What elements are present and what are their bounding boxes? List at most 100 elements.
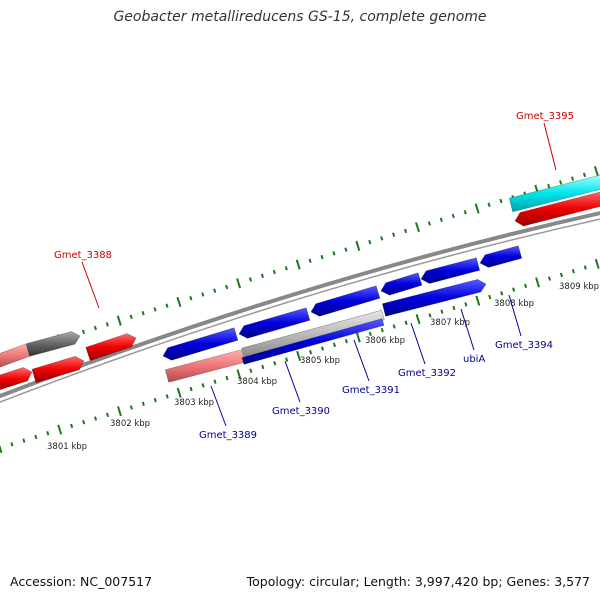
scale-tick-top xyxy=(176,296,182,308)
scale-tick-bottom xyxy=(10,442,14,447)
scale-label: 3802 kbp xyxy=(110,419,150,429)
scale-label: 3808 kbp xyxy=(494,299,534,309)
gene-block-blue xyxy=(310,285,381,317)
scale-tick-bottom xyxy=(236,369,242,380)
scale-tick-bottom xyxy=(249,368,253,373)
scale-tick-bottom xyxy=(571,269,575,274)
scale-tick-bottom xyxy=(213,379,217,384)
scale-label: 3807 kbp xyxy=(430,318,470,328)
scale-tick-top xyxy=(439,217,443,222)
scale-tick-top xyxy=(368,239,372,245)
scale-label: 3801 kbp xyxy=(47,442,87,452)
scale-tick-top xyxy=(284,266,288,271)
scale-tick-top xyxy=(201,292,205,297)
scale-tick-bottom xyxy=(70,423,74,429)
gene-leader-line xyxy=(410,322,426,365)
scale-tick-top xyxy=(225,284,229,290)
scale-tick-top xyxy=(404,228,408,234)
gene-label: Gmet_3394 xyxy=(495,340,553,351)
scale-tick-top xyxy=(189,295,193,301)
accession-text: Accession: NC_007517 xyxy=(10,574,153,589)
scale-tick-bottom xyxy=(535,277,540,288)
scale-tick-top xyxy=(474,203,480,214)
scale-tick-bottom xyxy=(57,424,63,435)
scale-tick-bottom xyxy=(428,313,432,318)
gene-block-blue xyxy=(162,327,239,361)
scale-tick-bottom xyxy=(225,375,229,381)
scale-tick-top xyxy=(93,325,97,331)
scale-tick-bottom xyxy=(82,420,86,425)
scale-tick-top xyxy=(332,251,336,256)
scale-tick-top xyxy=(392,232,396,237)
gene-leader-line xyxy=(460,308,475,351)
scale-tick-bottom xyxy=(583,265,587,270)
scale-label: 3805 kbp xyxy=(300,356,340,366)
scale-tick-bottom xyxy=(141,401,145,407)
gene-block-lightred xyxy=(0,343,31,368)
scale-tick-bottom xyxy=(355,332,361,343)
gene-block-blue xyxy=(238,307,311,339)
scale-tick-bottom xyxy=(34,434,38,440)
scale-tick-top xyxy=(427,221,431,226)
scale-tick-top xyxy=(570,176,575,181)
gene-block-blue xyxy=(420,257,481,284)
gene-label: Gmet_3388 xyxy=(54,250,112,261)
scale-tick-top xyxy=(260,273,264,278)
scale-tick-top xyxy=(213,288,217,293)
scale-tick-bottom xyxy=(117,406,122,417)
scale-tick-top xyxy=(415,222,420,233)
scale-tick-top xyxy=(308,258,312,264)
scale-tick-bottom xyxy=(464,302,468,307)
scale-label: 3809 kbp xyxy=(559,282,599,292)
scale-tick-bottom xyxy=(392,324,396,329)
gene-label: Gmet_3390 xyxy=(272,406,330,417)
gene-label: Gmet_3391 xyxy=(342,385,400,396)
gene-leader-line xyxy=(543,122,557,171)
gene-leader-line xyxy=(353,339,370,382)
scale-tick-top xyxy=(141,310,145,316)
scale-tick-bottom xyxy=(261,364,265,370)
scale-tick-top xyxy=(153,307,157,312)
scale-tick-top xyxy=(320,254,324,260)
scale-label: 3804 kbp xyxy=(237,377,277,387)
scale-tick-bottom xyxy=(368,331,372,337)
scale-tick-bottom xyxy=(309,350,313,355)
gene-leader-line xyxy=(210,385,227,427)
scale-tick-top xyxy=(344,247,348,252)
gene-block-cyan xyxy=(508,174,600,213)
gene-leader-line xyxy=(508,294,522,337)
gene-block-red xyxy=(85,333,137,362)
scale-tick-top xyxy=(272,269,276,275)
scale-tick-top xyxy=(380,236,384,241)
scale-tick-bottom xyxy=(165,394,169,399)
scale-tick-top xyxy=(547,183,551,189)
scale-tick-top xyxy=(499,198,503,204)
gene-block-lightgray xyxy=(241,309,385,359)
scale-tick-bottom xyxy=(176,387,182,398)
scale-tick-bottom xyxy=(273,361,277,366)
gene-label: Gmet_3395 xyxy=(516,111,574,122)
scale-tick-top xyxy=(165,303,169,308)
scale-tick-bottom xyxy=(512,287,516,292)
gene-label: ubiA xyxy=(463,354,485,365)
scale-tick-bottom xyxy=(22,438,26,443)
scale-tick-bottom xyxy=(415,314,421,325)
scale-tick-bottom xyxy=(201,383,205,388)
scale-tick-bottom xyxy=(547,276,552,281)
scale-label: 3803 kbp xyxy=(174,398,214,408)
gene-block-blue xyxy=(241,318,385,365)
scale-tick-top xyxy=(451,213,455,219)
scale-tick-top xyxy=(81,329,86,335)
gene-block-blue xyxy=(382,279,487,317)
scale-tick-bottom xyxy=(500,291,504,296)
gene-block-red xyxy=(0,367,33,391)
scale-tick-bottom xyxy=(440,309,444,314)
scale-tick-bottom xyxy=(129,405,133,410)
gene-leader-line xyxy=(81,261,100,309)
scale-tick-bottom xyxy=(189,386,193,392)
scale-tick-top xyxy=(463,210,467,215)
scale-tick-top xyxy=(355,240,361,251)
scale-tick-top xyxy=(593,166,599,177)
scale-tick-top xyxy=(116,315,122,326)
